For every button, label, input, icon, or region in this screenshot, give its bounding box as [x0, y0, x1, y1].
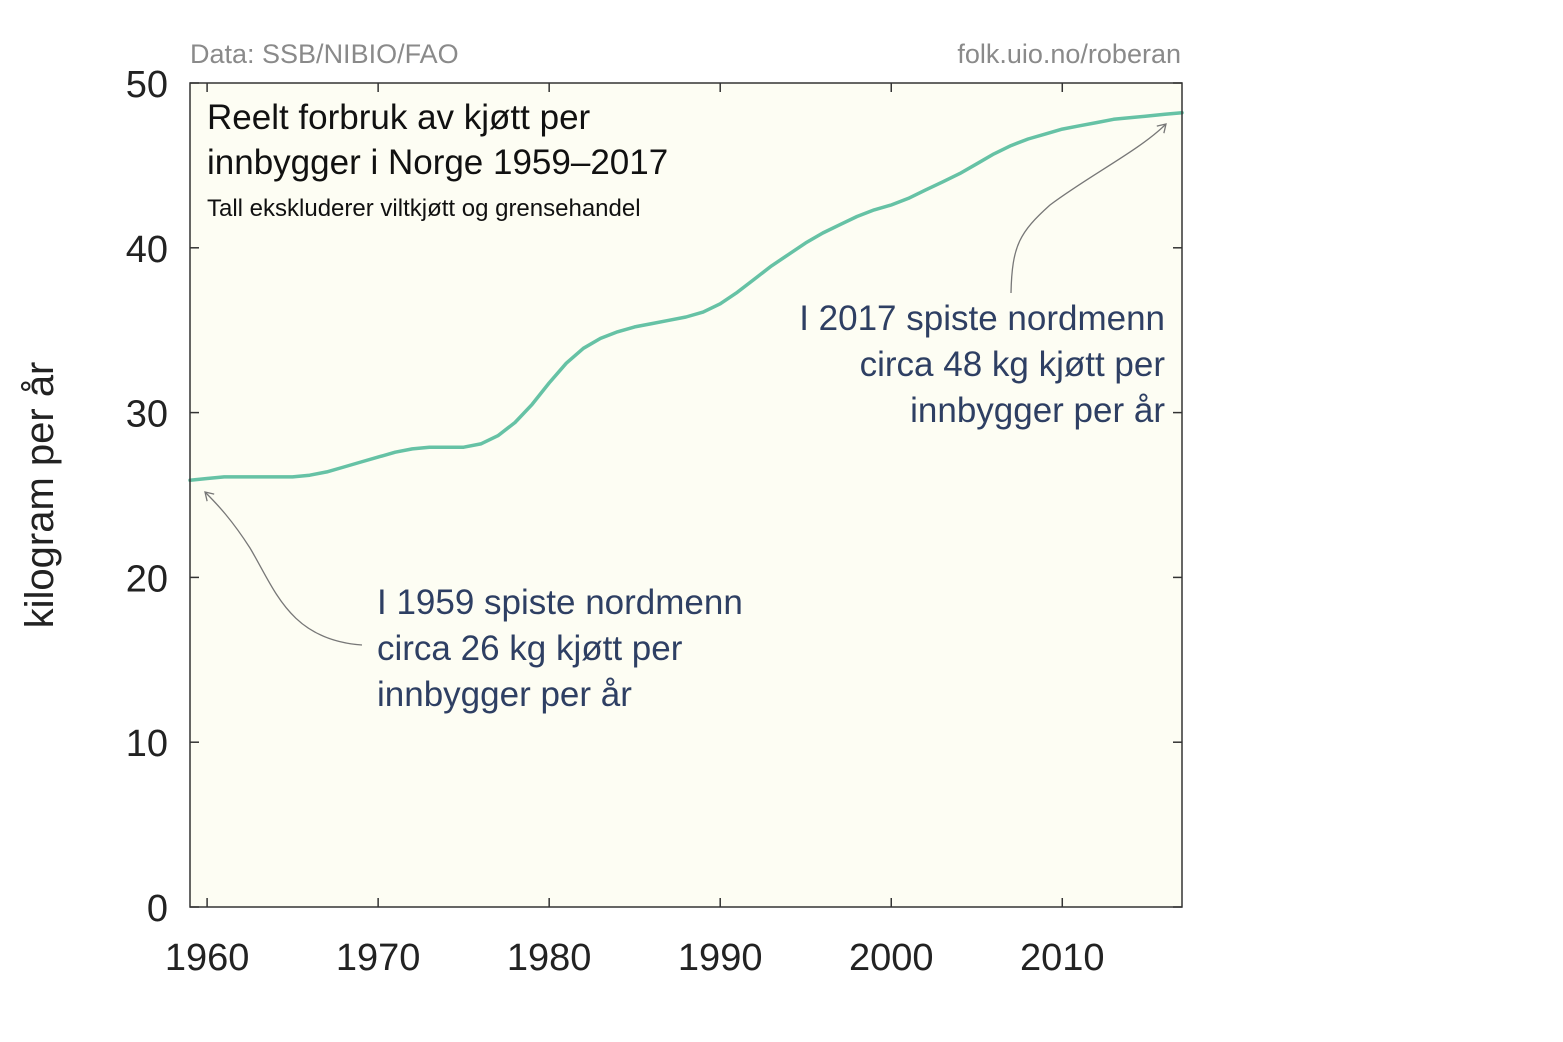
y-tick-label: 50 — [126, 64, 168, 106]
annotation-1959-line-3: innbygger per år — [377, 675, 632, 714]
x-tick-label: 1960 — [165, 937, 250, 979]
series-line — [188, 110, 1184, 482]
plot-area — [190, 83, 1182, 907]
y-tick-label: 10 — [126, 723, 168, 765]
annotation-arrows — [204, 123, 1167, 646]
plot-frame — [189, 82, 1183, 908]
annotation-2017-line-3: innbygger per år — [910, 391, 1165, 430]
annotation-2017-line-2: circa 48 kg kjøtt per — [860, 345, 1166, 384]
annotation-1959-line-2: circa 26 kg kjøtt per — [377, 629, 683, 668]
annotation-arrow-1959 — [204, 491, 363, 646]
y-tick-label: 30 — [126, 394, 168, 436]
annotation-1959-line-1: I 1959 spiste nordmenn — [377, 583, 743, 622]
annotation-2017: I 2017 spiste nordmenn circa 48 kg kjøtt… — [799, 299, 1165, 430]
y-axis-label: kilogram per år — [18, 362, 62, 629]
x-tick-label: 2000 — [849, 937, 934, 979]
chart-title-line-1: Reelt forbruk av kjøtt per — [207, 98, 591, 137]
x-tick-label: 2010 — [1020, 937, 1105, 979]
chart-title-block: Reelt forbruk av kjøtt per innbygger i N… — [207, 98, 668, 222]
annotation-1959: I 1959 spiste nordmenn circa 26 kg kjøtt… — [377, 583, 743, 714]
chart-title-line-2: innbygger i Norge 1959–2017 — [207, 143, 668, 182]
axis-ticks: 0 10 20 30 40 50 1960 1970 1980 1990 2000 2010 — [126, 64, 1182, 979]
y-tick-label: 40 — [126, 229, 168, 271]
source-credit: Data: SSB/NIBIO/FAO — [190, 39, 459, 69]
y-tick-label: 0 — [147, 888, 168, 930]
author-credit: folk.uio.no/roberan — [957, 39, 1181, 69]
annotation-arrow-2017 — [1010, 123, 1167, 294]
x-tick-label: 1980 — [507, 937, 592, 979]
annotation-2017-line-1: I 2017 spiste nordmenn — [799, 299, 1165, 338]
y-tick-label: 20 — [126, 558, 168, 600]
chart-subtitle: Tall ekskluderer viltkjøtt og grensehand… — [207, 195, 641, 222]
x-tick-label: 1970 — [336, 937, 421, 979]
x-tick-label: 1990 — [678, 937, 763, 979]
